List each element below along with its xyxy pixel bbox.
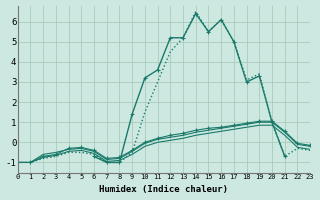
X-axis label: Humidex (Indice chaleur): Humidex (Indice chaleur) — [100, 185, 228, 194]
